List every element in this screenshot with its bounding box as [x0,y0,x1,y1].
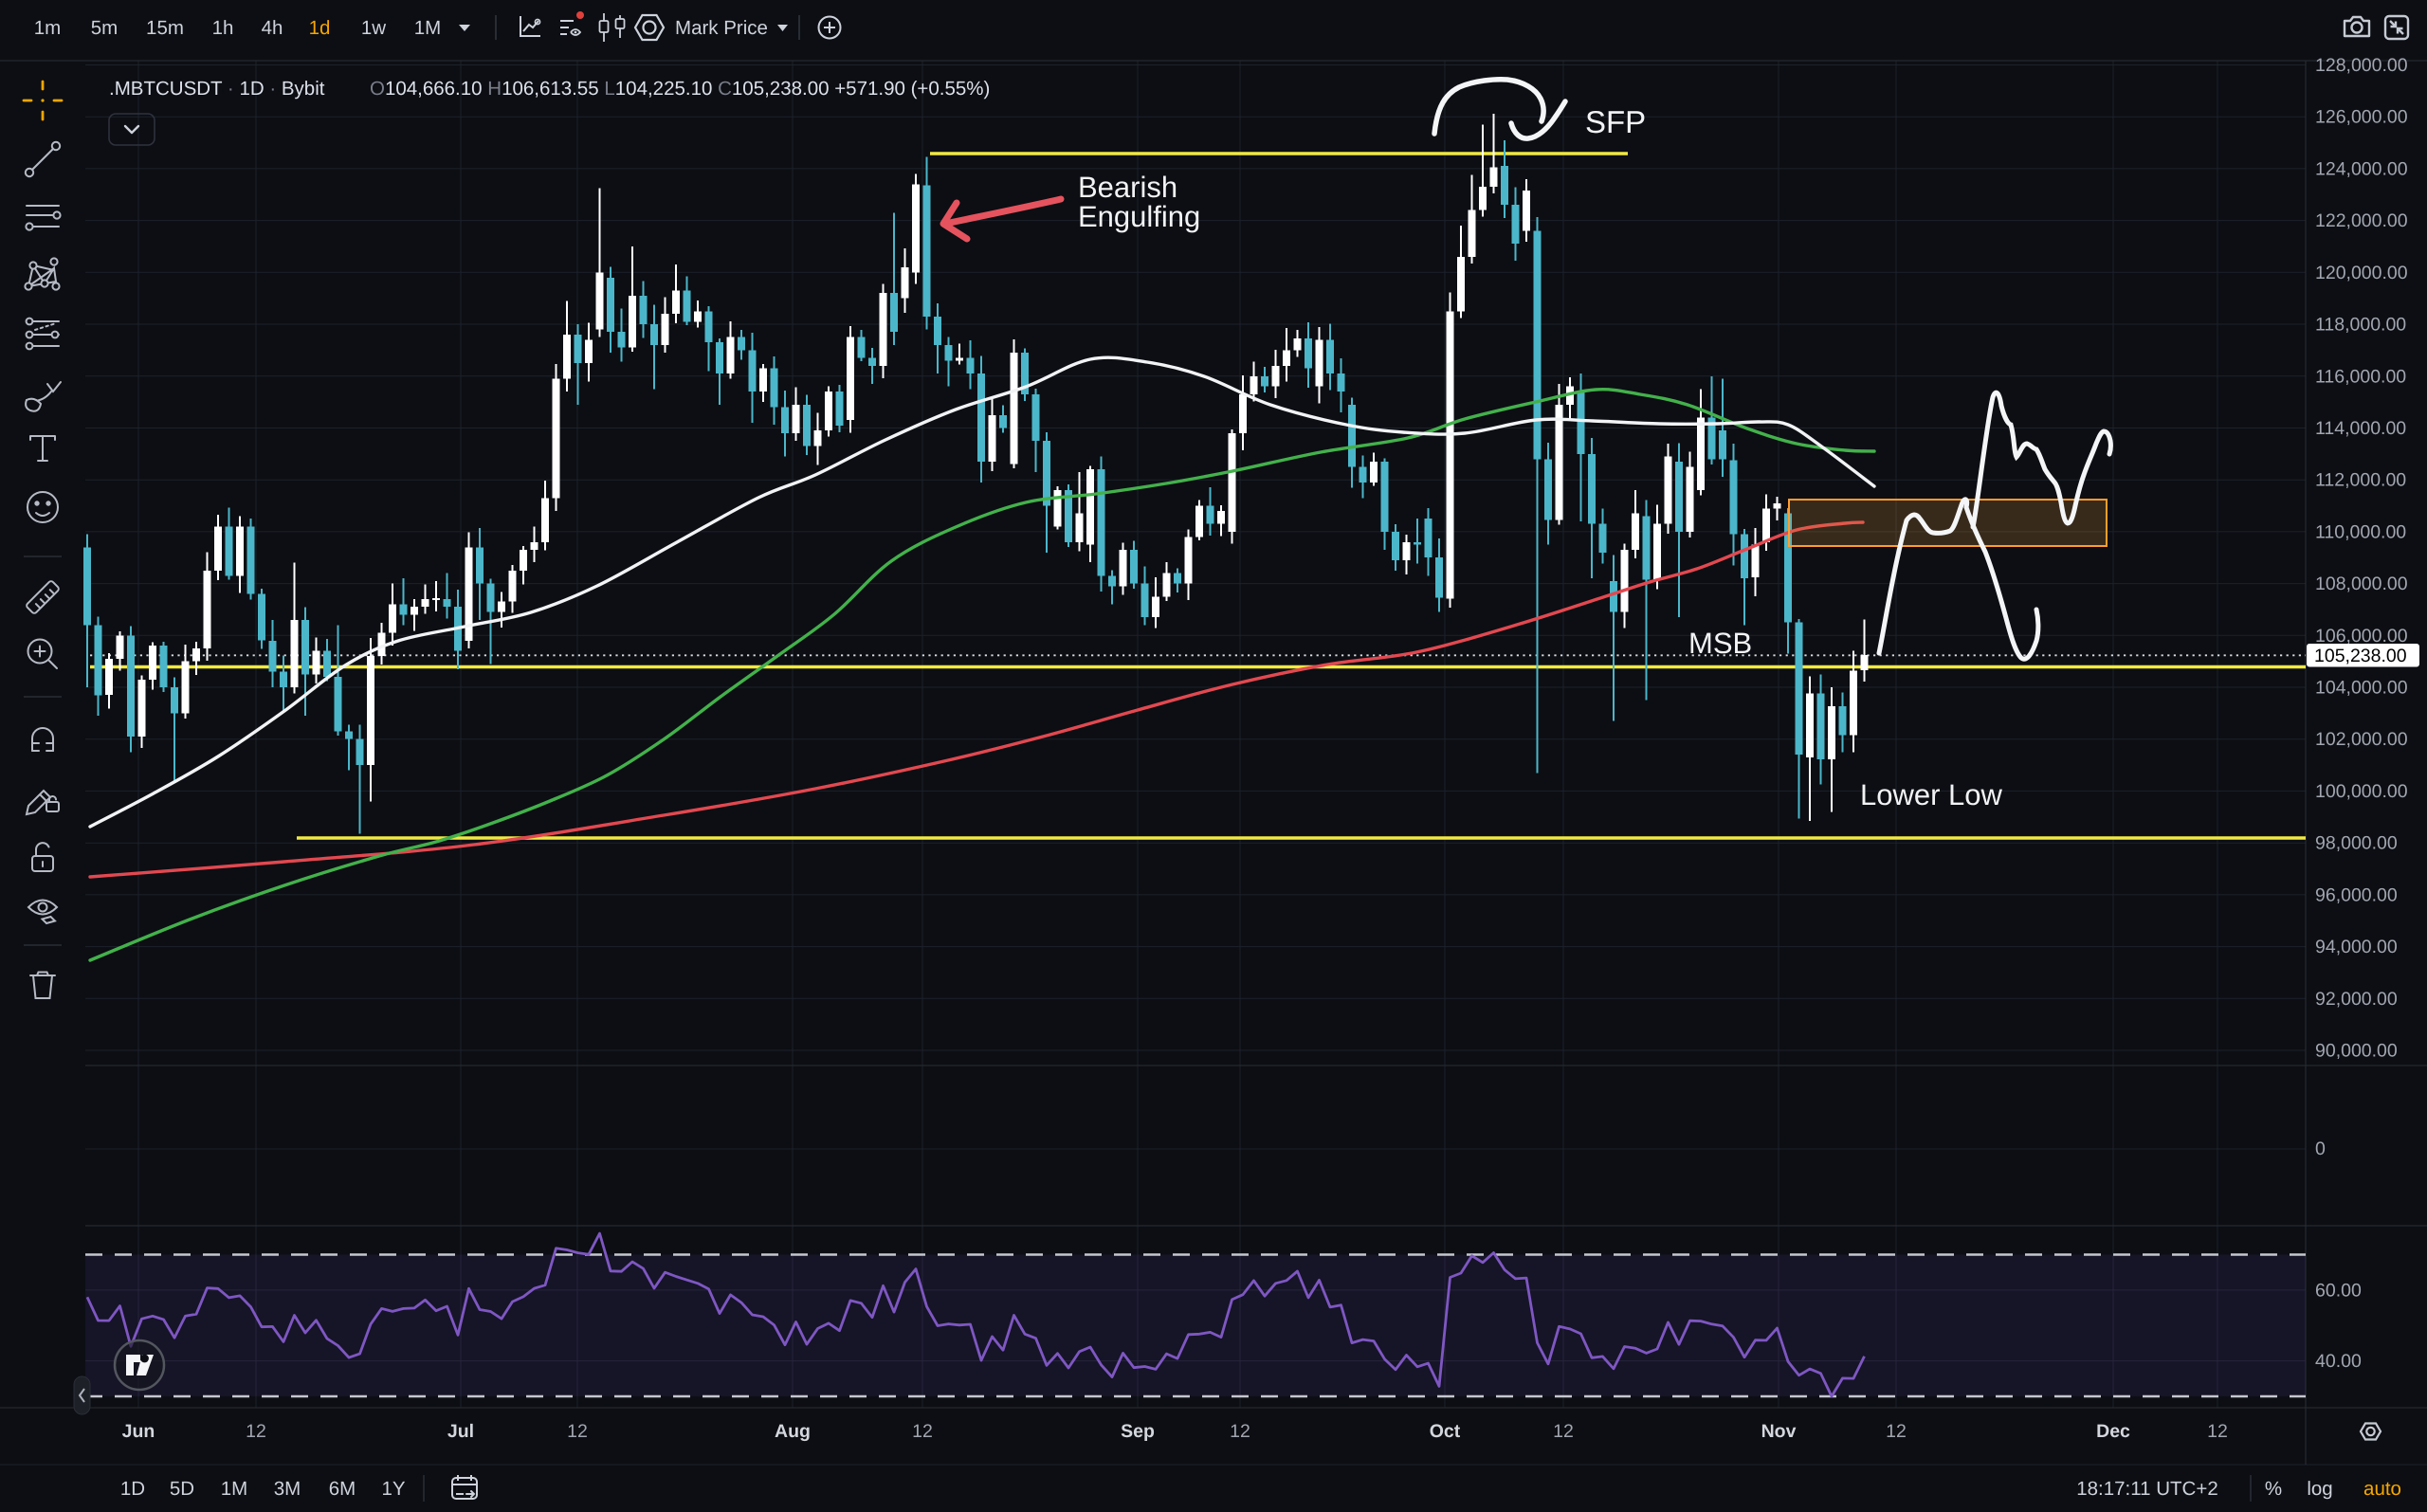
svg-text:12: 12 [246,1421,266,1442]
svg-text:Nov: Nov [1761,1421,1797,1442]
svg-text:15m: 15m [146,17,184,39]
svg-text:122,000.00: 122,000.00 [2315,210,2408,231]
svg-text:1Y: 1Y [381,1478,405,1500]
svg-text:1m: 1m [34,17,61,39]
svg-text:Aug: Aug [775,1421,811,1442]
svg-text:6M: 6M [329,1478,356,1500]
svg-text:Mark Price: Mark Price [675,17,768,39]
svg-text:12: 12 [1553,1421,1574,1442]
svg-text:100,000.00: 100,000.00 [2315,781,2408,802]
svg-text:128,000.00: 128,000.00 [2315,55,2408,76]
svg-text:%: % [2265,1478,2282,1500]
svg-text:12: 12 [912,1421,933,1442]
svg-text:106,000.00: 106,000.00 [2315,626,2408,647]
svg-text:40.00: 40.00 [2315,1351,2362,1372]
svg-text:18:17:11 UTC+2: 18:17:11 UTC+2 [2076,1478,2217,1500]
svg-text:Lower Low: Lower Low [1860,778,2003,811]
svg-text:105,238.00: 105,238.00 [2314,646,2407,666]
svg-text:124,000.00: 124,000.00 [2315,158,2408,179]
svg-text:Bearish: Bearish [1078,171,1177,204]
svg-text:.MBTCUSDT · 1D · Bybit: .MBTCUSDT · 1D · Bybit [109,78,325,100]
svg-text:log: log [2307,1478,2332,1500]
svg-text:114,000.00: 114,000.00 [2315,418,2406,439]
svg-text:0: 0 [2315,1139,2326,1159]
svg-text:96,000.00: 96,000.00 [2315,884,2398,905]
svg-text:MSB: MSB [1688,627,1752,660]
svg-text:Dec: Dec [2096,1421,2130,1442]
svg-text:5D: 5D [170,1478,194,1500]
svg-text:98,000.00: 98,000.00 [2315,833,2398,854]
svg-text:1M: 1M [221,1478,247,1500]
svg-text:12: 12 [1230,1421,1250,1442]
svg-text:1M: 1M [414,17,441,39]
svg-text:126,000.00: 126,000.00 [2315,107,2408,128]
svg-text:104,000.00: 104,000.00 [2315,678,2408,699]
svg-text:1D: 1D [120,1478,145,1500]
svg-text:4h: 4h [262,17,283,39]
svg-text:1w: 1w [361,17,386,39]
svg-text:120,000.00: 120,000.00 [2315,263,2408,283]
svg-text:118,000.00: 118,000.00 [2315,315,2406,336]
svg-text:Jun: Jun [122,1421,155,1442]
svg-text:60.00: 60.00 [2315,1280,2362,1301]
svg-text:5m: 5m [91,17,118,39]
svg-text:94,000.00: 94,000.00 [2315,937,2398,957]
svg-text:12: 12 [1886,1421,1907,1442]
svg-text:12: 12 [2207,1421,2228,1442]
svg-text:90,000.00: 90,000.00 [2315,1041,2398,1062]
svg-text:12: 12 [567,1421,588,1442]
svg-text:108,000.00: 108,000.00 [2315,574,2408,594]
svg-text:Sep: Sep [1121,1421,1155,1442]
svg-text:112,000.00: 112,000.00 [2315,470,2406,491]
svg-text:auto: auto [2363,1478,2401,1500]
svg-text:1d: 1d [309,17,331,39]
svg-text:102,000.00: 102,000.00 [2315,729,2408,750]
svg-text:O104,666.10 H106,613.55 L104,2: O104,666.10 H106,613.55 L104,225.10 C105… [370,78,990,100]
svg-text:116,000.00: 116,000.00 [2315,366,2406,387]
svg-text:Oct: Oct [1430,1421,1461,1442]
svg-text:110,000.00: 110,000.00 [2315,521,2406,542]
svg-text:1h: 1h [212,17,234,39]
svg-text:Jul: Jul [447,1421,474,1442]
svg-text:SFP: SFP [1585,104,1646,139]
svg-text:Engulfing: Engulfing [1078,200,1200,233]
svg-text:92,000.00: 92,000.00 [2315,989,2398,1010]
svg-text:3M: 3M [274,1478,301,1500]
